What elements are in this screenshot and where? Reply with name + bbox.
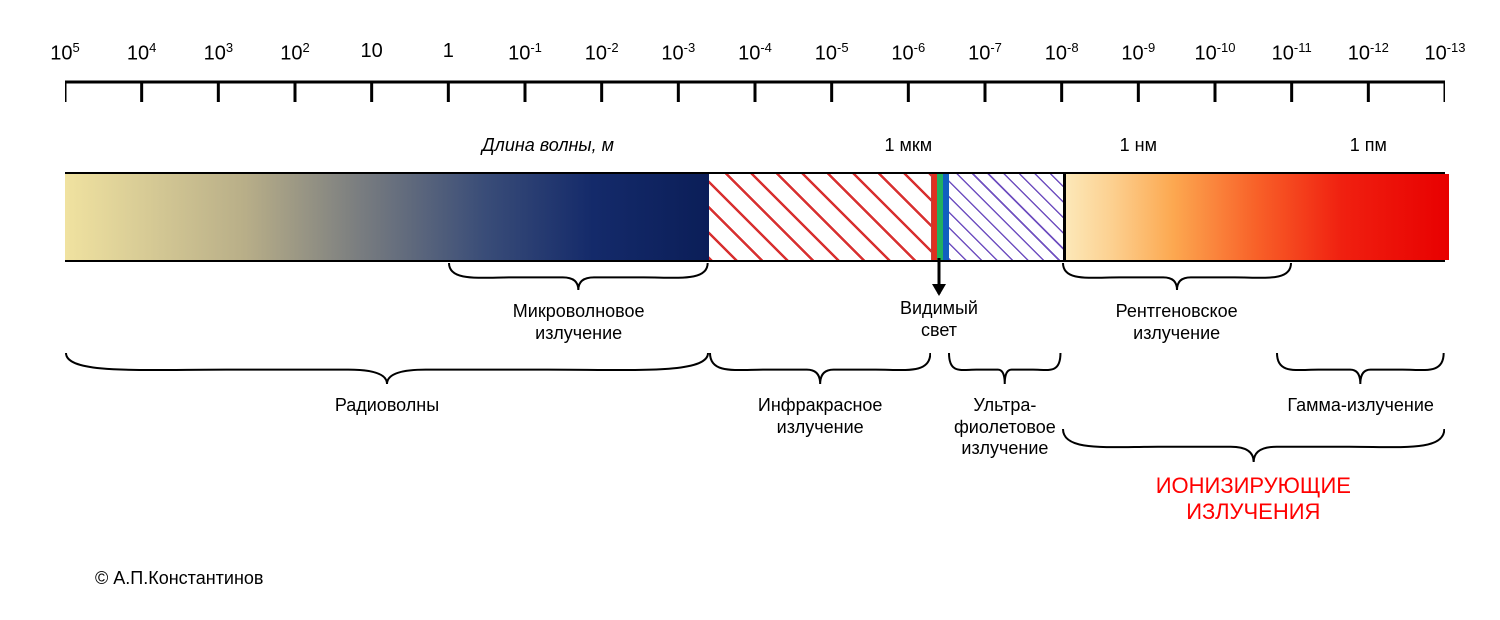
scale-annotation: 1 мкм bbox=[885, 135, 933, 156]
brace-uv: Ультра-фиолетовоеизлучение bbox=[948, 352, 1061, 460]
wavelength-axis: 10510410310210110-110-210-310-410-510-61… bbox=[65, 80, 1445, 106]
spectrum-segment-infrared-hatch bbox=[709, 174, 932, 260]
brace-xray: Рентгеновскоеизлучение bbox=[1062, 262, 1292, 344]
axis-tick-label: 10-7 bbox=[968, 40, 1002, 66]
axis-tick-label: 104 bbox=[127, 40, 156, 66]
axis-tick-label: 10-13 bbox=[1424, 40, 1465, 66]
brace-ionizing: ИОНИЗИРУЮЩИЕИЗЛУЧЕНИЯ bbox=[1062, 428, 1445, 526]
scale-annotations: Длина волны, м 1 мкм 1 нм 1 пм bbox=[65, 135, 1445, 165]
axis-tick-label: 10-5 bbox=[815, 40, 849, 66]
axis-tick-label: 10-12 bbox=[1348, 40, 1389, 66]
spectrum-segment-radio-grad bbox=[65, 174, 709, 260]
scale-annotation: 1 нм bbox=[1120, 135, 1157, 156]
axis-tick-label: 10-2 bbox=[585, 40, 619, 66]
brace-label-uv: Ультра-фиолетовоеизлучение bbox=[948, 395, 1061, 460]
brace-label-visible: Видимыйсвет bbox=[893, 298, 985, 341]
axis-tick-label: 105 bbox=[50, 40, 79, 66]
axis-tick-label: 10 bbox=[361, 40, 383, 63]
brace-radio: Радиоволны bbox=[65, 352, 709, 417]
axis-tick-label: 102 bbox=[280, 40, 309, 66]
axis-tick-label: 10-9 bbox=[1121, 40, 1155, 66]
visible-light-arrow bbox=[929, 258, 949, 298]
scale-annotation: Длина волны, м bbox=[482, 135, 614, 156]
axis-tick-label: 10-6 bbox=[891, 40, 925, 66]
brace-label-ionizing: ИОНИЗИРУЮЩИЕИЗЛУЧЕНИЯ bbox=[1062, 473, 1445, 526]
brace-label-xray: Рентгеновскоеизлучение bbox=[1062, 301, 1292, 344]
brace-label-microwave: Микроволновоеизлучение bbox=[448, 301, 709, 344]
axis-tick-label: 10-1 bbox=[508, 40, 542, 66]
scale-annotation: 1 пм bbox=[1350, 135, 1387, 156]
axis-tick-label: 10-3 bbox=[661, 40, 695, 66]
brace-gamma: Гамма-излучение bbox=[1276, 352, 1445, 417]
brace-microwave: Микроволновоеизлучение bbox=[448, 262, 709, 344]
brace-infrared: Инфракрасноеизлучение bbox=[709, 352, 931, 438]
spectrum-bar bbox=[65, 172, 1445, 262]
axis-tick-label: 1 bbox=[443, 40, 454, 63]
axis-tick-label: 10-8 bbox=[1045, 40, 1079, 66]
axis-tick-label: 10-11 bbox=[1272, 40, 1312, 66]
axis-tick-label: 10-4 bbox=[738, 40, 772, 66]
brace-label-infrared: Инфракрасноеизлучение bbox=[709, 395, 931, 438]
brace-label-gamma: Гамма-излучение bbox=[1276, 395, 1445, 417]
axis-tick-label: 103 bbox=[204, 40, 233, 66]
spectrum-segment-uv-hatch bbox=[949, 174, 1065, 260]
spectrum-segment-ionizing-grad bbox=[1066, 174, 1449, 260]
axis-tick-label: 10-10 bbox=[1194, 40, 1235, 66]
credit-text: © А.П.Константинов bbox=[95, 568, 263, 589]
brace-visible: Видимыйсвет bbox=[893, 296, 985, 341]
brace-label-radio: Радиоволны bbox=[65, 395, 709, 417]
